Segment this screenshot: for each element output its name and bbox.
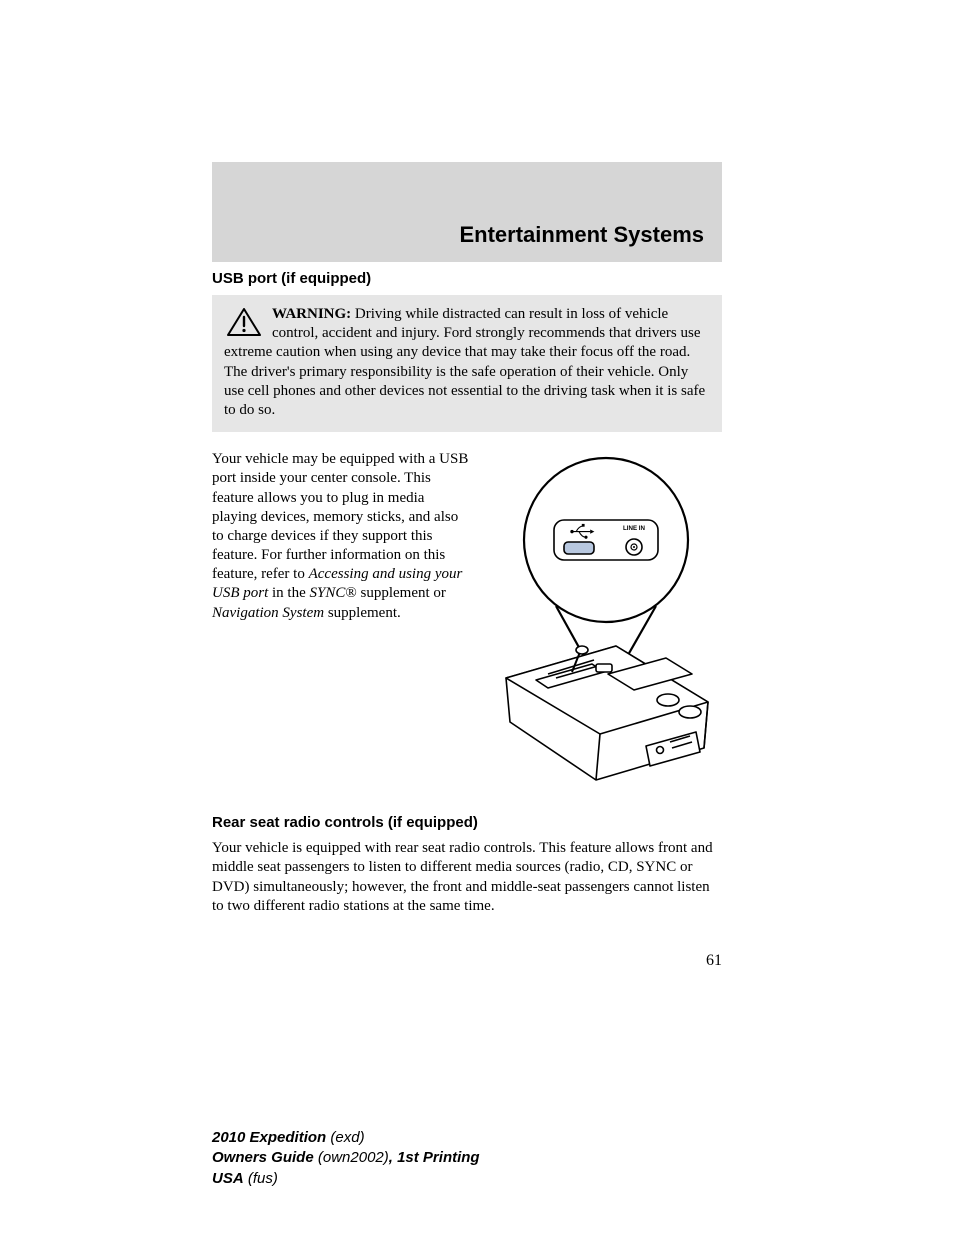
footer-region-code: (fus) bbox=[244, 1170, 278, 1187]
footer-vehicle: 2010 Expedition bbox=[212, 1129, 326, 1146]
manual-page: Entertainment Systems USB port (if equip… bbox=[0, 0, 954, 1235]
footer-line-3: USA (fus) bbox=[212, 1169, 722, 1189]
footer-printing: , 1st Printing bbox=[389, 1149, 480, 1166]
usb-two-column: Your vehicle may be equipped with a USB … bbox=[212, 450, 722, 790]
warning-text: Driving while distracted can result in l… bbox=[224, 306, 705, 418]
usb-port-diagram: LINE IN bbox=[496, 450, 716, 790]
warning-label: WARNING: bbox=[272, 306, 351, 322]
usb-heading: USB port (if equipped) bbox=[212, 270, 722, 287]
line-in-label: LINE IN bbox=[623, 525, 646, 532]
footer-vehicle-code: (exd) bbox=[326, 1129, 364, 1146]
page-content: USB port (if equipped) WARNING: Driving … bbox=[212, 264, 722, 916]
usb-italic-sync: SYNC bbox=[310, 585, 346, 601]
footer-line-1: 2010 Expedition (exd) bbox=[212, 1128, 722, 1148]
warning-box: WARNING: Driving while distracted can re… bbox=[212, 295, 722, 432]
page-number: 61 bbox=[212, 952, 722, 970]
chapter-title: Entertainment Systems bbox=[459, 222, 704, 248]
usb-body-post: supplement. bbox=[324, 605, 401, 621]
usb-diagram-column: LINE IN bbox=[490, 450, 722, 790]
usb-body-mid: in the bbox=[268, 585, 309, 601]
usb-body-mid2: supplement or bbox=[357, 585, 446, 601]
usb-italic-nav: Navigation System bbox=[212, 605, 324, 621]
warning-triangle-icon bbox=[226, 307, 262, 337]
usb-body-pre: Your vehicle may be equipped with a USB … bbox=[212, 451, 468, 582]
footer-region: USA bbox=[212, 1170, 244, 1187]
rear-radio-heading: Rear seat radio controls (if equipped) bbox=[212, 814, 722, 831]
usb-reg: ® bbox=[345, 585, 356, 601]
footer-block: 2010 Expedition (exd) Owners Guide (own2… bbox=[212, 1128, 722, 1189]
rear-radio-body: Your vehicle is equipped with rear seat … bbox=[212, 839, 722, 916]
footer-guide-code: (own2002) bbox=[314, 1149, 389, 1166]
console-illustration bbox=[506, 646, 708, 780]
footer-line-2: Owners Guide (own2002), 1st Printing bbox=[212, 1148, 722, 1168]
usb-body-text: Your vehicle may be equipped with a USB … bbox=[212, 450, 472, 790]
footer-guide: Owners Guide bbox=[212, 1149, 314, 1166]
chapter-header-block: Entertainment Systems bbox=[212, 162, 722, 262]
